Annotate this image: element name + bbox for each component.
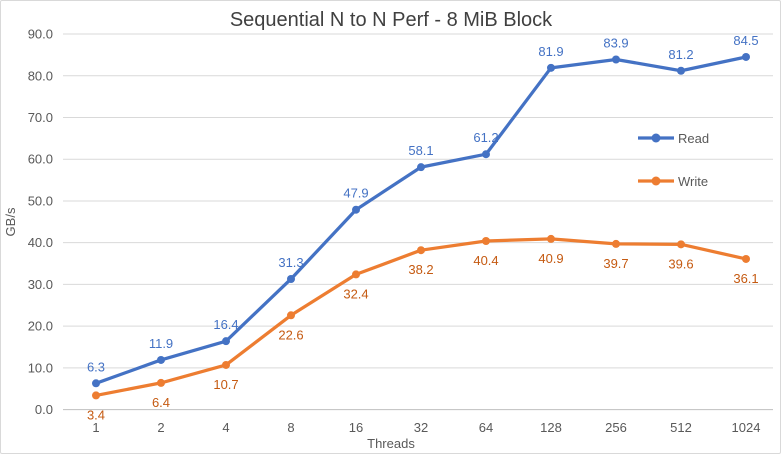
- y-tick-label: 70.0: [28, 110, 53, 125]
- write-series-marker: [157, 378, 165, 387]
- write-series-marker: [352, 270, 360, 279]
- write-data-label: 32.4: [343, 286, 368, 301]
- write-series-marker: [612, 239, 620, 248]
- write-data-label: 6.4: [152, 395, 170, 410]
- read-data-label: 11.9: [149, 336, 173, 351]
- x-axis-title: Threads: [367, 436, 415, 451]
- read-data-label: 81.2: [668, 47, 693, 62]
- y-axis-title: GB/s: [3, 207, 18, 236]
- write-data-label: 10.7: [213, 377, 238, 392]
- write-series-marker: [742, 254, 750, 263]
- write-series-marker: [287, 311, 295, 320]
- y-tick-label: 60.0: [28, 152, 53, 167]
- write-series-marker: [677, 240, 685, 249]
- x-tick-label: 4: [222, 420, 229, 435]
- write-series-marker: [222, 360, 230, 369]
- write-data-label: 38.2: [408, 262, 433, 277]
- legend-item-write[interactable]: Write: [638, 174, 708, 189]
- read-series-marker: [352, 205, 360, 214]
- x-tick-label: 256: [605, 420, 627, 435]
- read-series-marker: [547, 63, 555, 72]
- read-series-line: [94, 55, 748, 385]
- read-data-label: 31.3: [278, 255, 303, 270]
- write-data-label: 40.4: [473, 253, 498, 268]
- axis-tick-layer: 0.0 10.0 20.0 30.0 40.0 50.0 60.0 70.0 80.0 90.0 1…: [28, 27, 761, 435]
- x-tick-label: 16: [349, 420, 363, 435]
- read-data-label: 83.9: [603, 35, 628, 50]
- x-tick-label: 1: [92, 420, 99, 435]
- y-tick-label: 90.0: [28, 27, 53, 42]
- write-series-marker: [417, 246, 425, 255]
- x-tick-label: 32: [414, 420, 428, 435]
- read-series-marker: [92, 379, 100, 388]
- legend: Read Write: [638, 131, 709, 189]
- y-tick-label: 50.0: [28, 193, 53, 208]
- x-tick-label: 8: [287, 420, 294, 435]
- read-series-marker: [677, 66, 685, 75]
- x-tick-label: 128: [540, 420, 562, 435]
- read-series-marker: [222, 337, 230, 346]
- read-series-marker: [482, 150, 490, 159]
- read-data-label: 81.9: [538, 44, 563, 59]
- read-series-marker: [742, 52, 750, 61]
- y-tick-label: 40.0: [28, 235, 53, 250]
- read-data-label: 47.9: [343, 186, 368, 201]
- write-series-marker: [547, 234, 555, 243]
- x-tick-label: 64: [479, 420, 493, 435]
- legend-label-read: Read: [678, 131, 709, 146]
- write-data-label: 40.9: [538, 251, 563, 266]
- write-series-marker: [92, 391, 100, 400]
- read-data-label: 6.3: [87, 359, 105, 374]
- x-tick-label: 2: [157, 420, 164, 435]
- write-data-label: 39.7: [603, 256, 628, 271]
- read-data-label: 16.4: [213, 317, 238, 332]
- read-data-label: 58.1: [408, 143, 433, 158]
- write-series-marker: [482, 237, 490, 246]
- gridline-layer: [63, 33, 773, 411]
- write-data-label: 36.1: [733, 271, 758, 286]
- write-data-label: 39.6: [668, 256, 693, 271]
- x-tick-label: 1024: [732, 420, 761, 435]
- read-series-marker: [287, 274, 295, 283]
- write-data-label: 3.4: [87, 407, 105, 422]
- read-data-label: 84.5: [733, 33, 758, 48]
- y-tick-label: 30.0: [28, 277, 53, 292]
- read-series-marker: [417, 163, 425, 172]
- read-series-marker: [157, 355, 165, 364]
- legend-item-read[interactable]: Read: [638, 131, 709, 146]
- y-tick-label: 20.0: [28, 319, 53, 334]
- x-tick-label: 512: [670, 420, 692, 435]
- legend-label-write: Write: [678, 174, 708, 189]
- y-tick-label: 80.0: [28, 68, 53, 83]
- write-data-label: 22.6: [278, 327, 303, 342]
- series-layer: 6.3 11.9 16.4 31.3 47.9 58.1 61.2 81.9 83.9 81.2 8…: [87, 33, 759, 422]
- y-tick-label: 10.0: [28, 360, 53, 375]
- y-tick-label: 0.0: [35, 402, 53, 417]
- read-data-label: 61.2: [473, 130, 498, 145]
- read-series-marker: [612, 55, 620, 64]
- write-legend-marker-icon: [651, 176, 661, 186]
- chart-title: Sequential N to N Perf - 8 MiB Block: [230, 9, 553, 31]
- read-legend-marker-icon: [651, 133, 661, 143]
